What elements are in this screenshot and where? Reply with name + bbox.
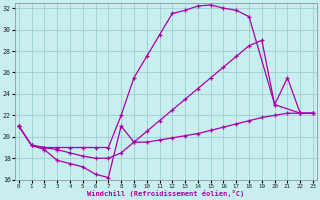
X-axis label: Windchill (Refroidissement éolien,°C): Windchill (Refroidissement éolien,°C) xyxy=(87,190,244,197)
